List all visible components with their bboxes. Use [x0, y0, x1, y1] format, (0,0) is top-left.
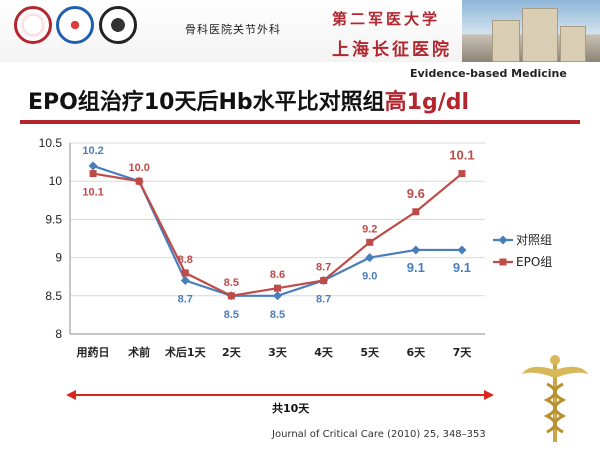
- data-label: 9.1: [453, 260, 471, 275]
- data-point: [227, 292, 235, 300]
- arrow-left-head: [66, 390, 76, 400]
- data-point: [366, 238, 374, 246]
- data-point: [88, 161, 98, 171]
- data-point: [365, 253, 375, 263]
- data-label: 8.5: [224, 277, 239, 289]
- data-label: 9.0: [362, 271, 377, 283]
- hospital-building-image: [462, 0, 600, 62]
- data-label: 9.2: [362, 223, 377, 235]
- x-tick-label: 术前: [127, 345, 150, 359]
- data-label: 8.5: [224, 309, 239, 321]
- x-tick-label: 用药日: [77, 345, 110, 359]
- x-tick-label: 6天: [407, 346, 427, 359]
- chart-legend: 对照组 EPO组: [493, 233, 552, 269]
- data-label: 10.0: [128, 162, 149, 174]
- slide-title: EPO组治疗10天后Hb水平比对照组高1g/dl: [28, 84, 469, 116]
- y-tick-label: 9: [55, 251, 62, 265]
- duration-label: 共10天: [272, 402, 310, 415]
- data-point: [274, 284, 281, 292]
- data-point: [320, 277, 328, 285]
- y-axis: 8 8.5 9 9.5 10 10.5: [39, 136, 71, 341]
- data-point: [411, 245, 421, 255]
- hospital-name-line1: 第二军医大学: [332, 10, 441, 28]
- hospital-logo-icon: [56, 6, 94, 44]
- data-label: 10.1: [82, 187, 103, 199]
- y-tick-label: 10: [49, 174, 63, 188]
- legend-marker: [498, 235, 508, 245]
- data-label: 8.7: [316, 294, 331, 306]
- x-tick-label: 5天: [360, 346, 380, 359]
- data-label: 8.7: [178, 294, 193, 306]
- title-prefix: EPO组治疗10天后Hb水平比对照组: [28, 90, 385, 115]
- chart-series: 10.2 8.7 8.5 8.5 8.7 9.0 9.1 9.1 10.1 10.0 8.8 8.5 8…: [82, 145, 474, 321]
- legend-marker: [499, 258, 507, 266]
- society-logo-icon: [99, 6, 137, 44]
- legend-label: 对照组: [516, 233, 552, 247]
- legend-label: EPO组: [516, 255, 552, 269]
- x-tick-label: 4天: [314, 346, 334, 359]
- y-tick-label: 8: [55, 327, 62, 341]
- data-label: 10.1: [449, 148, 474, 163]
- data-point: [458, 170, 466, 178]
- data-point: [457, 245, 467, 255]
- data-point: [89, 170, 97, 178]
- data-label: 8.6: [270, 269, 285, 281]
- x-tick-label: 7天: [453, 346, 473, 359]
- caduceus-icon: [522, 355, 588, 442]
- x-axis: 用药日 术前 术后1天 2天 3天 4天 5天 6天 7天: [70, 333, 485, 359]
- data-point: [181, 269, 189, 277]
- data-label: 10.2: [82, 145, 103, 157]
- hospital-name: 第二军医大学 上海长征医院: [332, 8, 452, 60]
- title-highlight: 高1g/dl: [384, 90, 470, 115]
- department-name: 骨科医院关节外科: [185, 23, 281, 36]
- data-point: [135, 177, 143, 185]
- series-1: 10.1 10.0 8.8 8.5 8.6 8.7 9.2 9.6 10.1: [82, 148, 475, 300]
- y-tick-label: 8.5: [45, 289, 62, 303]
- y-tick-label: 10.5: [39, 136, 63, 150]
- hospital-name-line2: 上海长征医院: [332, 40, 452, 60]
- x-tick-label: 2天: [222, 346, 242, 359]
- arrow-right-head: [484, 390, 494, 400]
- data-label: 8.7: [316, 262, 331, 274]
- data-point: [180, 276, 190, 286]
- evidence-tag: Evidence-based Medicine: [410, 67, 567, 80]
- duration-arrow: [66, 390, 494, 400]
- data-label: 8.5: [270, 309, 285, 321]
- data-label: 9.6: [407, 186, 425, 201]
- university-logo-icon: [14, 6, 52, 44]
- data-point: [412, 208, 420, 216]
- citation: Journal of Critical Care (2010) 25, 348–…: [272, 429, 486, 440]
- title-underline: [20, 120, 580, 124]
- x-tick-label: 术后1天: [164, 345, 207, 359]
- slide-header: 骨科医院关节外科 第二军医大学 上海长征医院: [0, 0, 600, 62]
- x-tick-label: 3天: [268, 346, 288, 359]
- y-tick-label: 9.5: [45, 212, 62, 226]
- data-point: [273, 291, 282, 301]
- data-label: 9.1: [407, 260, 425, 275]
- data-label: 8.8: [178, 254, 193, 266]
